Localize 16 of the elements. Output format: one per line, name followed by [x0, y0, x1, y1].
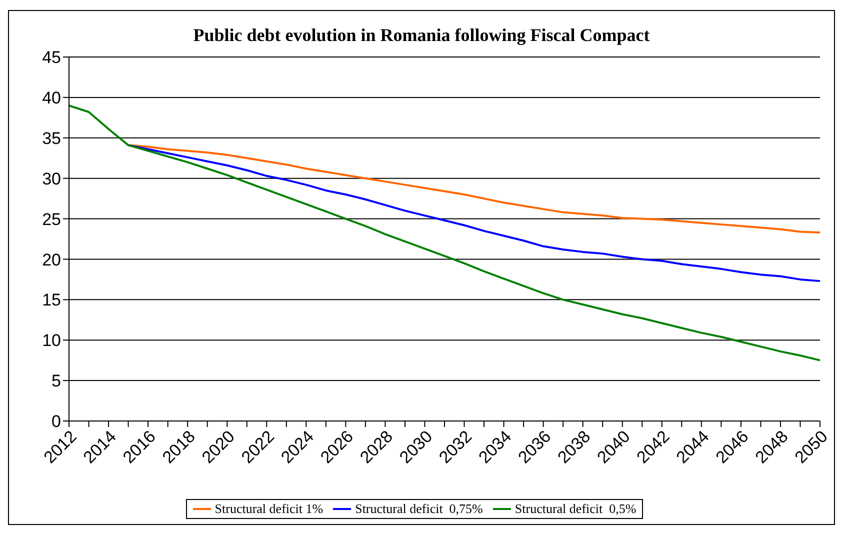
chart-title: Public debt evolution in Romania following Fiscal Compact [192, 25, 651, 47]
y-tick-label: 20 [42, 250, 61, 270]
line-series [127, 144, 821, 234]
y-tick-label: 35 [42, 128, 61, 148]
y-tick-label: 30 [42, 169, 61, 188]
legend-label: Structural deficit 1% [214, 501, 324, 517]
y-tick-label: 15 [42, 290, 61, 310]
line-series [127, 144, 821, 282]
y-tick-label: 5 [52, 372, 61, 391]
legend-label: Structural deficit 0,5% [514, 501, 636, 517]
y-tick-label: 25 [42, 210, 61, 229]
y-tick-label: 40 [42, 88, 61, 108]
y-tick-label: 45 [42, 48, 61, 68]
y-tick-label: 0 [52, 412, 61, 432]
y-tick-label: 10 [42, 331, 61, 350]
legend-label: Structural deficit 0,75% [355, 501, 483, 517]
